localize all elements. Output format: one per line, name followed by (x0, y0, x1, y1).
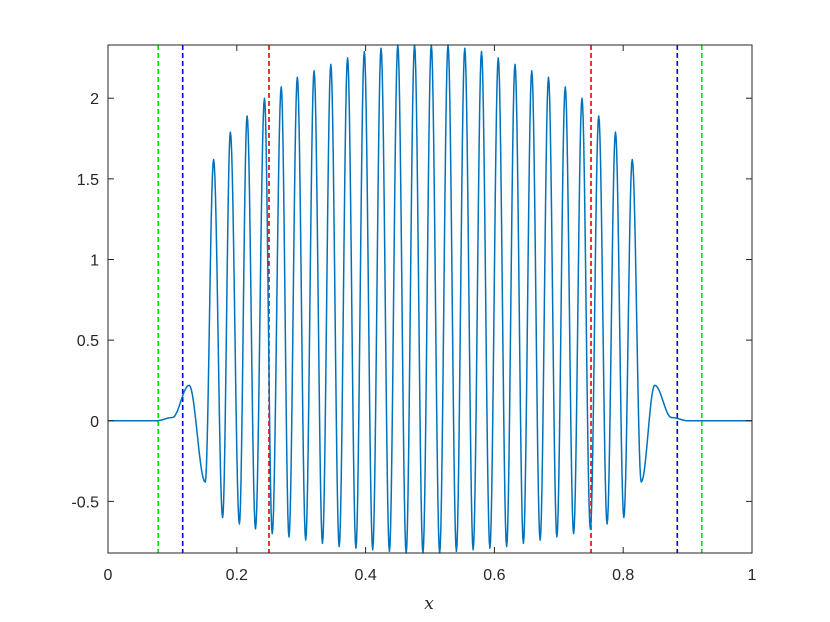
x-tick-label: 0.4 (354, 567, 376, 584)
y-tick-label: 1 (90, 252, 99, 269)
y-tick-label: 2 (90, 91, 99, 108)
axes-box (107, 44, 753, 554)
axes: 0 0.2 0.4 0.6 0.8 1 -0.5 0 0.5 1 1.5 2 (71, 44, 757, 584)
series-layer (108, 44, 752, 554)
x-tick-label: 0.2 (226, 567, 248, 584)
reference-lines (157, 45, 703, 553)
y-tick-label: 1.5 (77, 172, 99, 189)
x-tick-label: 0.8 (612, 567, 634, 584)
series-line-0 (108, 44, 752, 554)
x-tick-label: 0 (104, 567, 113, 584)
y-tick-label: -0.5 (71, 494, 99, 511)
y-tick-label: 0.5 (77, 333, 99, 350)
x-tick-label: 0.6 (483, 567, 505, 584)
x-axis-label: x (424, 594, 434, 614)
y-tick-label: 0 (90, 414, 99, 431)
x-tick-label: 1 (748, 567, 757, 584)
